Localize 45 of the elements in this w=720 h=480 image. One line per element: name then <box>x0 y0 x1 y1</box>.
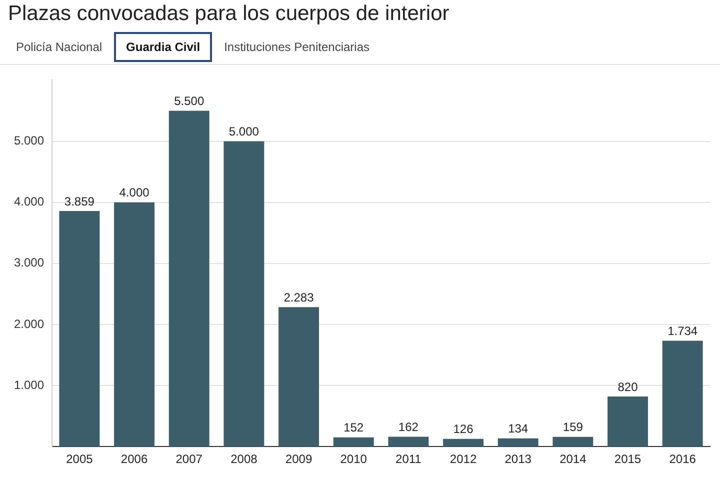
y-tick-label: 4.000 <box>14 194 44 209</box>
bar <box>498 438 538 447</box>
text: Instituciones Penitenciarias <box>223 39 370 56</box>
data-label: 1.734 <box>668 324 698 338</box>
x-tick-label: 2005 <box>66 452 94 466</box>
x-tick-label: 2015 <box>614 452 642 466</box>
text: Policía Nacional <box>15 39 104 56</box>
data-label: 4.000 <box>119 186 150 200</box>
data-label: 3.859 <box>64 194 95 208</box>
bar <box>278 307 319 447</box>
x-tick-label: 2012 <box>450 452 477 466</box>
data-label: 159 <box>562 420 584 434</box>
data-label: 134 <box>508 422 528 436</box>
x-tick-label: 2008 <box>230 452 258 466</box>
bar <box>552 436 594 447</box>
x-tick-label: 2006 <box>120 452 148 466</box>
data-label: 152 <box>344 420 364 435</box>
x-tick-label: 2009 <box>285 452 312 466</box>
data-label: 2.283 <box>284 290 314 304</box>
data-label: 126 <box>453 422 474 436</box>
x-tick-label: 2014 <box>560 452 587 466</box>
x-tick-label: 2011 <box>396 452 422 466</box>
text: Guardia Civil <box>114 32 212 62</box>
bar <box>608 396 648 447</box>
bar <box>443 438 484 447</box>
y-tick-label: 2.000 <box>14 316 44 331</box>
bar <box>662 340 703 447</box>
bar <box>224 141 264 447</box>
bar <box>114 202 155 447</box>
y-tick-label: 1.000 <box>14 378 44 392</box>
x-tick-label: 2010 <box>340 452 368 466</box>
y-tick-label: 5.000 <box>14 134 44 148</box>
bar <box>388 436 429 447</box>
data-label: 820 <box>618 380 638 394</box>
x-tick-label: 2016 <box>669 452 696 466</box>
x-tick-label: 2013 <box>504 452 532 466</box>
chart-title: Plazas convocadas para los cuerpos de interior <box>7 1 450 27</box>
x-tick-label: 2007 <box>176 452 203 466</box>
bar <box>168 110 210 447</box>
bar <box>333 437 374 447</box>
bar <box>59 210 100 447</box>
data-label: 5.500 <box>174 94 204 108</box>
data-label: 5.000 <box>228 124 260 139</box>
data-label: 162 <box>398 420 419 434</box>
y-tick-label: 3.000 <box>14 256 44 270</box>
